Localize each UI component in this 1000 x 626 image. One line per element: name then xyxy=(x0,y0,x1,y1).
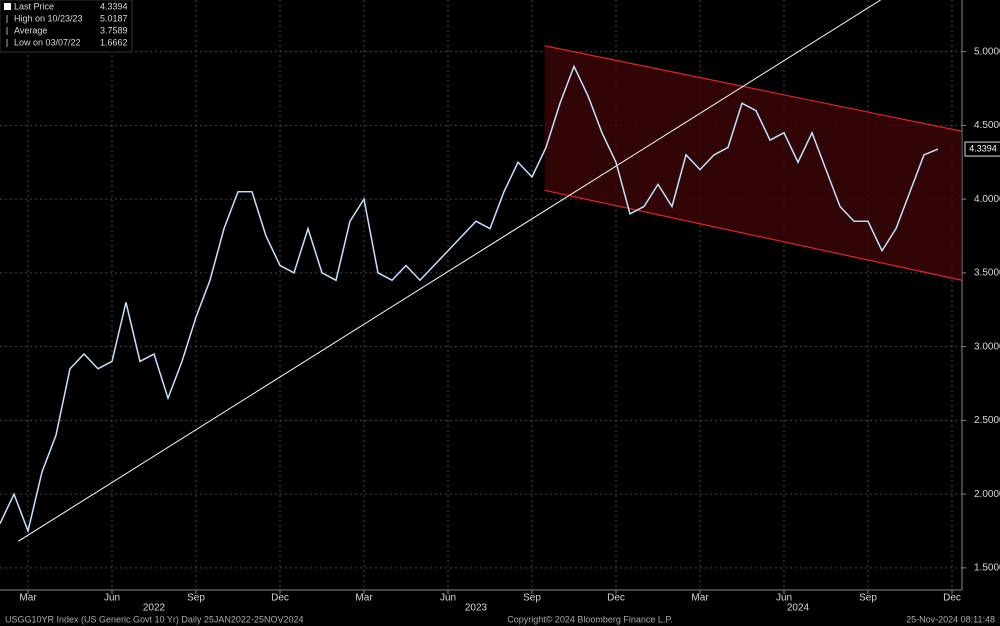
legend-label: Last Price xyxy=(14,1,54,11)
legend-value: 1.6662 xyxy=(100,37,128,47)
y-tick-label: 2.0000 xyxy=(974,489,1000,500)
last-price-box xyxy=(964,141,1000,157)
x-tick-label: Dec xyxy=(607,593,625,604)
last-price-label: 4.3394 xyxy=(969,143,997,153)
y-tick-label: 3.0000 xyxy=(974,341,1000,352)
x-tick-label: Mar xyxy=(691,593,709,604)
legend-swatch xyxy=(4,3,11,10)
footer-left: USGG10YR Index (US Generic Govt 10 Yr) D… xyxy=(5,614,303,624)
x-tick-label: Mar xyxy=(19,593,37,604)
y-tick-label: 1.5000 xyxy=(974,563,1000,574)
y-tick-label: 5.0000 xyxy=(974,46,1000,57)
x-tick-label: Sep xyxy=(859,593,877,604)
x-tick-label: Jun xyxy=(440,593,456,604)
footer-right: 25-Nov-2024 08:11:48 xyxy=(906,614,995,624)
legend-value: 5.0187 xyxy=(100,13,128,23)
x-tick-label: Dec xyxy=(271,593,289,604)
legend-label: Average xyxy=(14,25,47,35)
channel-bottom xyxy=(544,189,962,281)
legend-label: Low on 03/07/22 xyxy=(14,37,81,47)
trendline xyxy=(17,0,881,542)
x-tick-label: Mar xyxy=(355,593,373,604)
footer-center: Copyright© 2024 Bloomberg Finance L.P. xyxy=(507,614,673,624)
price-line-highlight xyxy=(0,65,939,533)
y-tick-label: 4.5000 xyxy=(974,120,1000,131)
x-tick-label: Sep xyxy=(187,593,205,604)
legend-box xyxy=(0,0,133,53)
x-tick-label: Sep xyxy=(523,593,541,604)
legend-value: 3.7589 xyxy=(100,25,128,35)
y-tick-label: 2.5000 xyxy=(974,415,1000,426)
year-label: 2022 xyxy=(143,603,166,614)
channel-top xyxy=(544,45,962,132)
x-tick-label: Jun xyxy=(776,593,792,604)
legend-label: High on 10/23/23 xyxy=(14,13,83,23)
year-label: 2024 xyxy=(787,603,810,614)
y-tick-label: 4.0000 xyxy=(974,194,1000,205)
x-tick-label: Jun xyxy=(104,593,120,604)
year-label: 2023 xyxy=(465,603,488,614)
x-tick-label: Dec xyxy=(943,593,961,604)
legend-value: 4.3394 xyxy=(100,1,128,11)
y-tick-label: 3.5000 xyxy=(974,268,1000,279)
